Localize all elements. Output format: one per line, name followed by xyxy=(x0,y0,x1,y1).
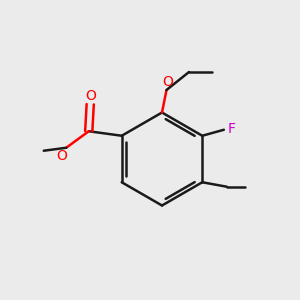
Text: O: O xyxy=(56,149,67,163)
Text: O: O xyxy=(163,75,173,89)
Text: O: O xyxy=(85,89,96,103)
Text: F: F xyxy=(228,122,236,136)
